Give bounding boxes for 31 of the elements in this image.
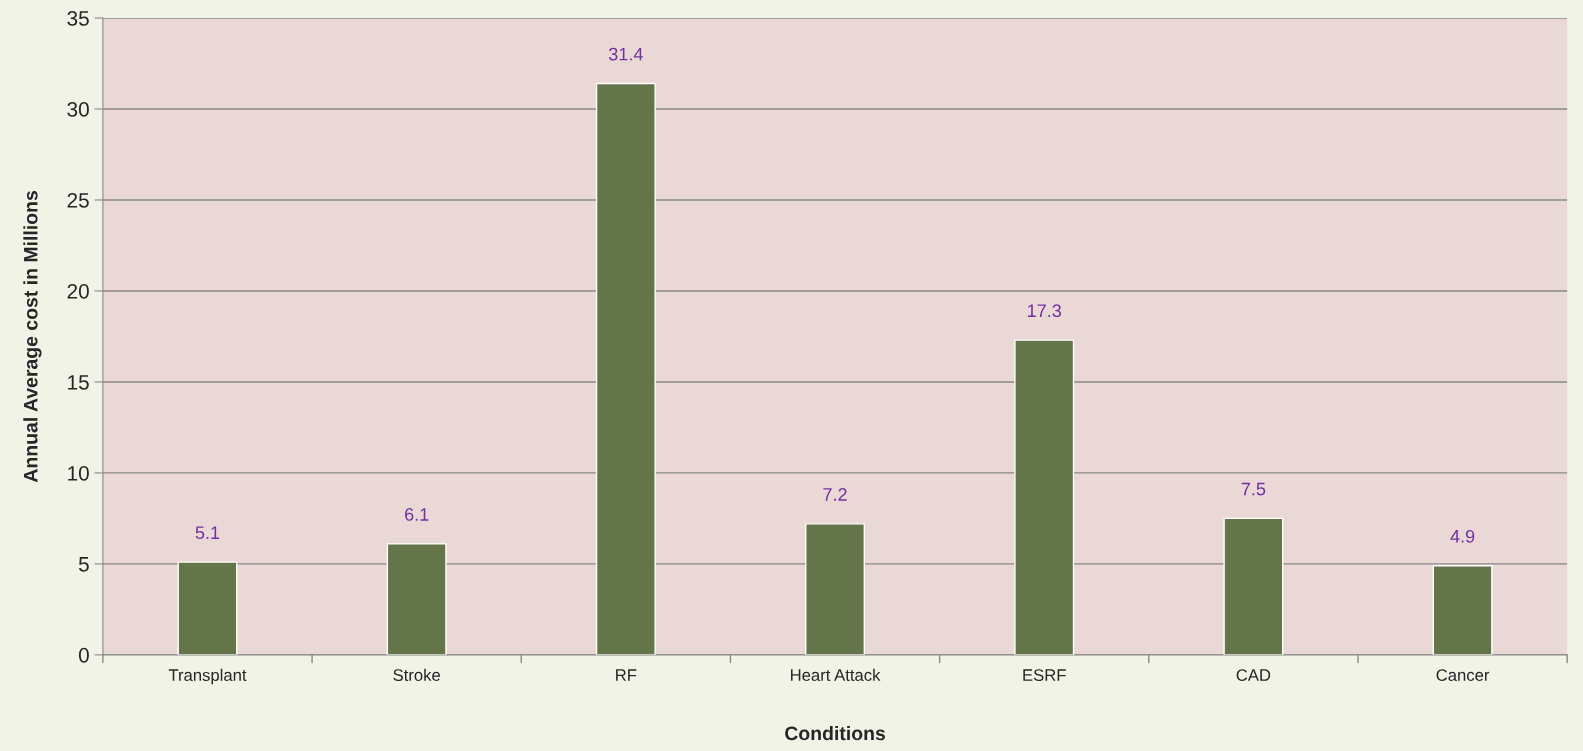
data-label: 31.4 <box>608 47 643 61</box>
data-label: 7.5 <box>1241 482 1266 496</box>
data-label: 6.1 <box>405 508 429 521</box>
x-tick-label: Transplant <box>168 668 247 685</box>
y-tick-label: 35 <box>67 11 89 26</box>
data-label: 7.2 <box>823 488 847 501</box>
x-tick-label: RF <box>616 669 637 681</box>
data-label: 5.1 <box>195 526 220 540</box>
bar <box>805 523 866 655</box>
y-tick-label: 5 <box>78 557 89 572</box>
x-axis-title: Conditions <box>785 725 885 741</box>
x-tick-label: Cancer <box>1436 669 1490 681</box>
data-label: 17.3 <box>1028 304 1061 318</box>
x-tick-label: Heart Attack <box>791 668 881 681</box>
x-tick-label: Stroke <box>393 668 441 681</box>
y-tick-label: 20 <box>67 283 89 299</box>
data-label: 4.9 <box>1450 529 1475 543</box>
x-tick-label: ESRF <box>1023 669 1066 681</box>
bar <box>595 82 656 655</box>
y-tick-label: 25 <box>67 192 89 208</box>
bar <box>386 543 447 655</box>
y-axis-title: Annual Average cost in Millions <box>23 191 42 483</box>
bar <box>1014 339 1075 655</box>
x-tick-label: CAD <box>1236 669 1271 681</box>
y-tick-label: 15 <box>68 375 89 390</box>
y-tick-label: 30 <box>67 102 89 117</box>
bar <box>1223 517 1284 655</box>
bar <box>1432 565 1493 655</box>
y-tick-label: 0 <box>78 647 89 663</box>
y-tick-label: 10 <box>68 465 89 481</box>
bar <box>177 561 238 655</box>
